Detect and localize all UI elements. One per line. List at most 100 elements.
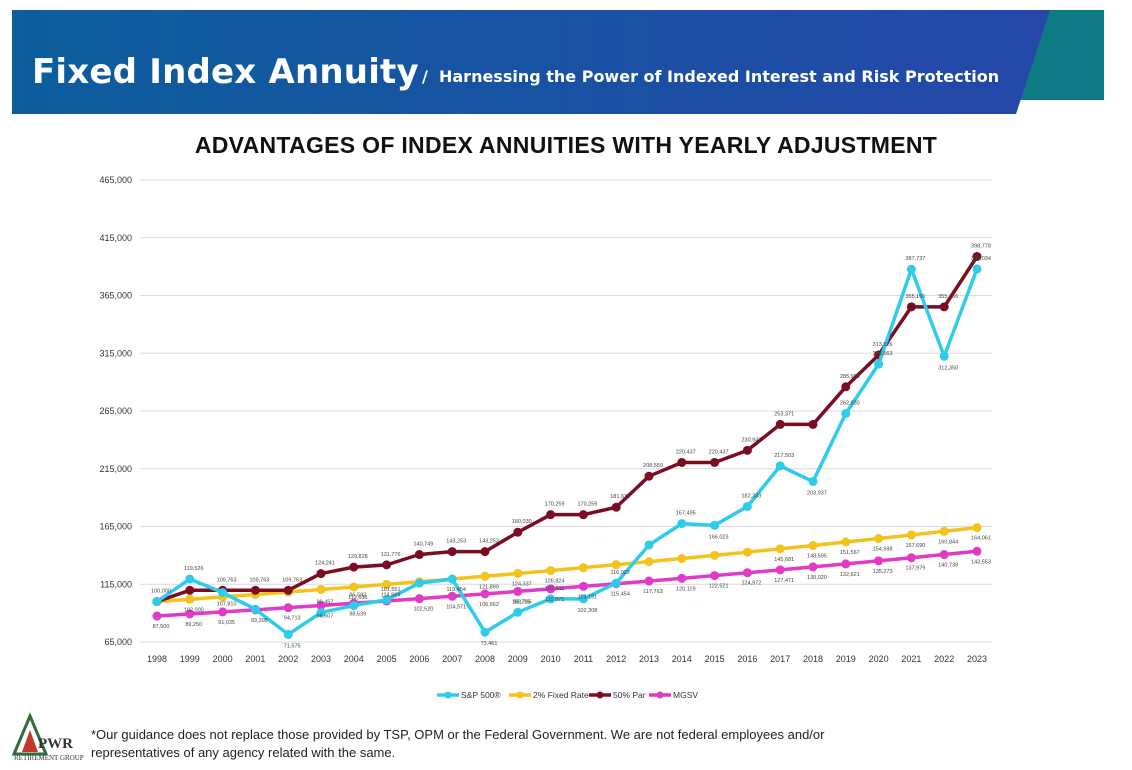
data-point	[447, 574, 457, 584]
data-label: 108,795	[512, 599, 532, 605]
data-point	[710, 457, 720, 467]
data-label: 130,020	[807, 575, 827, 581]
x-tick-label: 2008	[475, 654, 495, 664]
data-point	[316, 608, 326, 618]
data-point	[972, 264, 982, 274]
data-label: 154,598	[873, 547, 893, 553]
data-point	[316, 569, 326, 579]
data-point	[185, 594, 195, 604]
x-tick-label: 2013	[639, 654, 659, 664]
data-point	[841, 382, 851, 392]
data-label: 387,737	[905, 256, 925, 262]
data-point	[710, 520, 720, 530]
data-label: 143,553	[971, 559, 991, 565]
series-line	[156, 267, 979, 637]
legend-label: 50% Par	[613, 690, 646, 700]
data-label: 166,023	[709, 534, 729, 540]
data-point	[546, 510, 556, 520]
data-point	[513, 527, 523, 537]
data-label: 151,567	[840, 550, 860, 556]
data-label: 217,503	[774, 453, 794, 459]
data-label: 109,763	[282, 577, 302, 583]
data-point	[677, 457, 687, 467]
data-point	[349, 601, 359, 611]
data-label: 98,539	[349, 611, 366, 617]
data-point	[480, 571, 490, 581]
data-label: 355,166	[905, 294, 925, 300]
data-label: 121,899	[479, 584, 499, 590]
data-label: 230,947	[741, 437, 761, 443]
data-point	[578, 563, 588, 573]
x-tick-label: 2023	[967, 654, 987, 664]
data-label: 104,571	[446, 604, 466, 610]
data-label: 143,253	[446, 539, 466, 545]
data-label: 124,972	[741, 581, 761, 587]
data-point	[644, 557, 654, 567]
data-label: 96,607	[317, 613, 334, 619]
y-tick-label: 365,000	[99, 291, 132, 301]
header-banner-background	[12, 10, 1104, 114]
data-point	[677, 573, 687, 583]
data-point	[906, 302, 916, 312]
data-label: 90,457	[317, 600, 334, 606]
data-label: 157,690	[905, 543, 925, 549]
data-label: 114,869	[381, 592, 400, 598]
data-point	[874, 556, 884, 566]
data-point	[480, 589, 490, 599]
data-label: 148,595	[807, 553, 827, 559]
data-point	[677, 554, 687, 564]
data-point	[447, 547, 457, 557]
data-point	[546, 566, 556, 576]
x-tick-label: 2003	[311, 654, 331, 664]
data-label: 119,454	[446, 587, 465, 593]
data-point	[710, 571, 720, 581]
data-label: 110,971	[545, 597, 564, 603]
data-label: 124,337	[512, 581, 532, 587]
data-point	[742, 501, 752, 511]
line-chart: 65,000 115,000 165,000 215,000 265,000 315,00…	[99, 175, 992, 700]
data-label: 73,461	[481, 641, 498, 647]
data-label: 107,810	[217, 602, 237, 608]
data-point	[972, 251, 982, 261]
data-label: 96,592	[349, 593, 366, 599]
data-point	[185, 585, 195, 595]
data-label: 102,000	[184, 607, 204, 613]
data-label: 109,763	[217, 577, 237, 583]
data-point	[283, 585, 293, 595]
data-label: 262,830	[840, 401, 860, 407]
data-label: 71,575	[284, 643, 301, 649]
data-point	[218, 588, 228, 598]
data-label: 220,437	[709, 449, 729, 455]
x-tick-label: 2021	[901, 654, 921, 664]
data-point	[808, 477, 818, 487]
data-label: 182,333	[741, 493, 761, 499]
data-label: 120,119	[676, 586, 695, 592]
legend-label: S&P 500®	[461, 690, 501, 700]
series-line	[156, 525, 978, 604]
data-label: 137,979	[905, 566, 925, 572]
x-tick-label: 2002	[278, 654, 298, 664]
data-point	[906, 530, 916, 540]
data-point	[939, 526, 949, 536]
x-tick-label: 2010	[541, 654, 561, 664]
data-point	[742, 445, 752, 455]
data-label: 126,824	[545, 579, 565, 585]
x-tick-label: 2005	[377, 654, 397, 664]
data-point	[218, 607, 228, 617]
x-tick-label: 2018	[803, 654, 823, 664]
data-label: 285,956	[840, 374, 860, 380]
data-label: 388,034	[971, 256, 991, 262]
legend-marker	[516, 691, 524, 699]
x-tick-label: 2001	[245, 654, 265, 664]
data-label: 91,035	[218, 620, 235, 626]
data-point	[742, 547, 752, 557]
data-label: 131,776	[381, 552, 401, 558]
data-label: 116,023	[610, 570, 629, 576]
data-label: 164,061	[971, 536, 991, 542]
y-tick-label: 315,000	[99, 348, 132, 358]
data-point	[414, 594, 424, 604]
legend-label: MGSV	[673, 690, 698, 700]
data-point	[742, 568, 752, 578]
data-point	[939, 550, 949, 560]
data-point	[546, 594, 556, 604]
